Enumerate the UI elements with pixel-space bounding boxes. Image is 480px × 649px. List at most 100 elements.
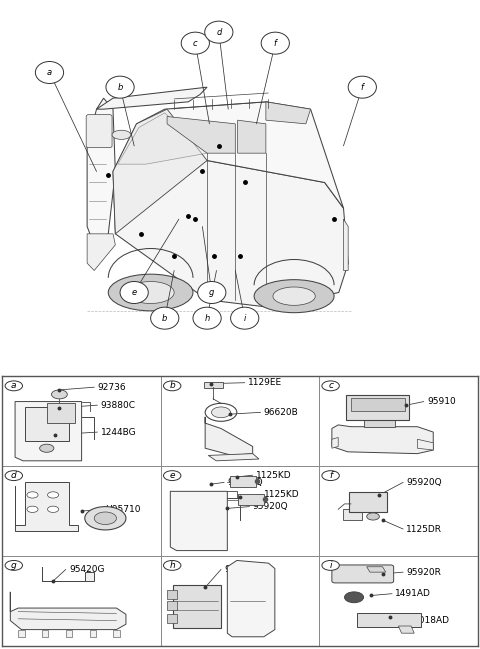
Polygon shape <box>42 630 48 637</box>
Circle shape <box>27 492 38 498</box>
FancyBboxPatch shape <box>47 403 75 423</box>
FancyBboxPatch shape <box>239 494 264 505</box>
Circle shape <box>48 492 59 498</box>
Circle shape <box>94 512 117 524</box>
Text: a: a <box>11 382 16 390</box>
Text: 95920Q: 95920Q <box>228 478 263 487</box>
Circle shape <box>345 592 363 603</box>
Text: c: c <box>328 382 333 390</box>
Text: g: g <box>209 288 215 297</box>
Polygon shape <box>344 219 348 271</box>
Polygon shape <box>15 402 82 461</box>
Text: e: e <box>169 471 175 480</box>
Text: b: b <box>162 313 168 323</box>
Ellipse shape <box>127 282 174 304</box>
Text: b: b <box>169 382 175 390</box>
Circle shape <box>40 444 54 452</box>
Polygon shape <box>11 592 126 630</box>
Circle shape <box>367 513 379 520</box>
Text: i: i <box>329 561 332 570</box>
Text: e: e <box>132 288 137 297</box>
Text: 95910: 95910 <box>427 397 456 406</box>
Text: 1491AD: 1491AD <box>395 589 431 598</box>
Polygon shape <box>113 102 344 208</box>
Polygon shape <box>66 630 72 637</box>
FancyBboxPatch shape <box>167 601 177 610</box>
Polygon shape <box>170 491 228 550</box>
Polygon shape <box>118 113 207 164</box>
Circle shape <box>51 390 67 399</box>
Polygon shape <box>238 120 266 153</box>
Text: 92736: 92736 <box>97 383 126 392</box>
Ellipse shape <box>112 130 131 140</box>
Circle shape <box>36 62 63 84</box>
Text: H95710: H95710 <box>106 505 141 514</box>
Polygon shape <box>89 630 96 637</box>
Text: 1125KD: 1125KD <box>256 471 291 480</box>
Circle shape <box>193 307 221 329</box>
Polygon shape <box>87 234 115 271</box>
Text: f: f <box>361 82 364 92</box>
Circle shape <box>212 407 230 418</box>
Circle shape <box>5 381 23 391</box>
Text: 95920Q: 95920Q <box>252 502 288 511</box>
Text: 95920Q: 95920Q <box>407 478 442 487</box>
Circle shape <box>198 282 226 304</box>
Text: 1125KD: 1125KD <box>264 491 300 500</box>
FancyBboxPatch shape <box>357 613 420 627</box>
Polygon shape <box>228 561 275 637</box>
Polygon shape <box>205 417 252 456</box>
Text: h: h <box>204 313 210 323</box>
Text: 1129EE: 1129EE <box>248 378 282 387</box>
Circle shape <box>48 506 59 513</box>
Circle shape <box>85 507 126 530</box>
Text: 1018AD: 1018AD <box>414 616 450 625</box>
Text: a: a <box>47 68 52 77</box>
Circle shape <box>230 307 259 329</box>
Text: 95420G: 95420G <box>69 565 105 574</box>
Polygon shape <box>266 102 311 124</box>
FancyBboxPatch shape <box>363 418 395 426</box>
FancyBboxPatch shape <box>167 615 177 623</box>
FancyBboxPatch shape <box>332 565 394 583</box>
FancyBboxPatch shape <box>346 395 409 421</box>
Circle shape <box>181 32 209 54</box>
FancyBboxPatch shape <box>204 382 223 388</box>
Text: 1125DR: 1125DR <box>407 524 443 533</box>
FancyBboxPatch shape <box>230 476 256 487</box>
FancyBboxPatch shape <box>351 398 405 411</box>
Circle shape <box>5 471 23 480</box>
Circle shape <box>164 471 181 480</box>
Text: c: c <box>193 39 198 47</box>
Text: b: b <box>118 82 123 92</box>
Polygon shape <box>18 630 24 637</box>
Text: 93880C: 93880C <box>101 400 136 410</box>
Text: i: i <box>243 313 246 323</box>
FancyBboxPatch shape <box>173 585 221 628</box>
FancyBboxPatch shape <box>343 509 362 520</box>
FancyBboxPatch shape <box>86 115 112 148</box>
Circle shape <box>322 561 339 570</box>
Text: h: h <box>169 561 175 570</box>
FancyBboxPatch shape <box>24 407 69 441</box>
Polygon shape <box>113 109 207 234</box>
Polygon shape <box>87 98 115 245</box>
Polygon shape <box>42 567 94 581</box>
Text: 96620B: 96620B <box>264 408 299 417</box>
Circle shape <box>106 76 134 98</box>
Text: d: d <box>216 28 221 36</box>
Circle shape <box>205 21 233 43</box>
Ellipse shape <box>273 287 315 305</box>
Ellipse shape <box>254 280 334 313</box>
Text: f: f <box>329 471 332 480</box>
Circle shape <box>27 506 38 513</box>
Polygon shape <box>167 117 235 153</box>
FancyBboxPatch shape <box>167 590 177 599</box>
Circle shape <box>5 561 23 570</box>
Polygon shape <box>418 439 433 450</box>
Polygon shape <box>332 425 433 454</box>
Polygon shape <box>208 454 259 461</box>
Text: 1244BG: 1244BG <box>101 428 136 437</box>
Polygon shape <box>113 160 348 307</box>
Polygon shape <box>96 87 207 109</box>
